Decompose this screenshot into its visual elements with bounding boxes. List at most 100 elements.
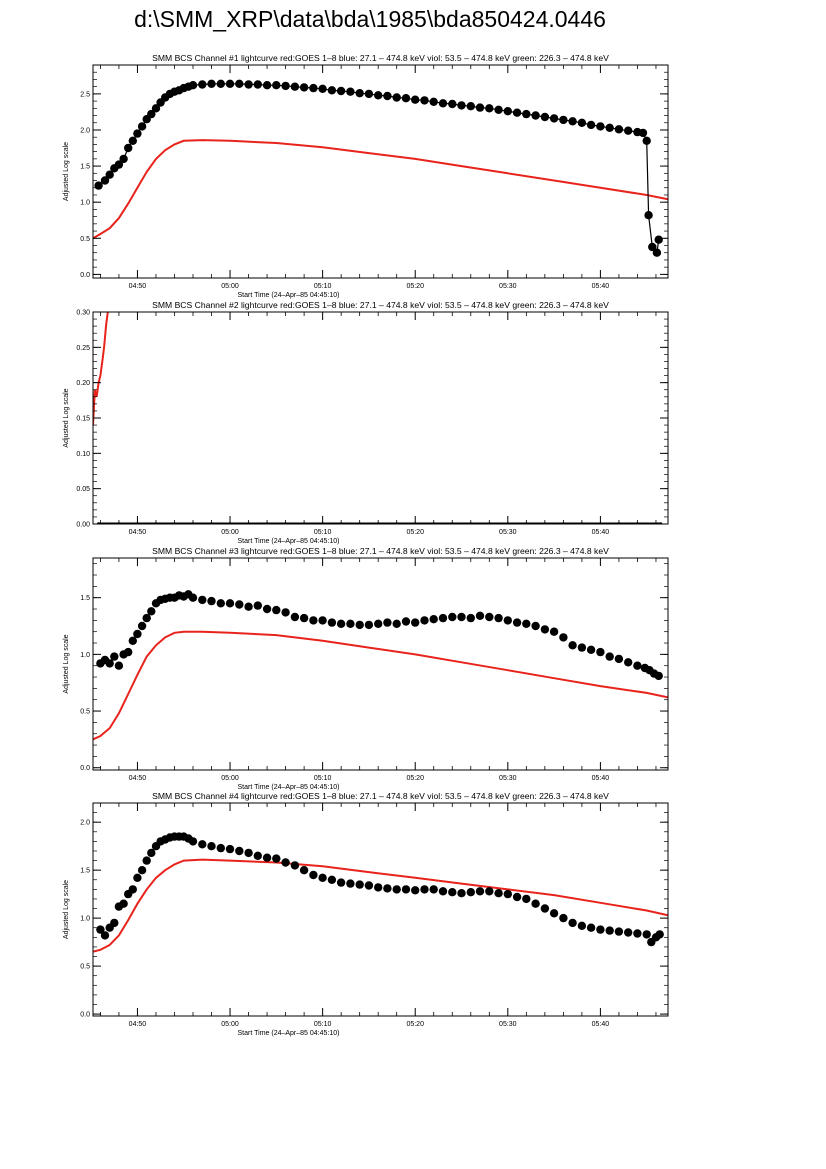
bcs-point <box>309 83 318 93</box>
bcs-point <box>577 118 587 128</box>
bcs-point <box>355 880 364 889</box>
bcs-point <box>540 625 550 634</box>
y-tick-label: 0.30 <box>76 310 90 317</box>
bcs-point <box>309 870 318 880</box>
bcs-point <box>100 176 110 185</box>
bcs-point <box>466 102 475 111</box>
bcs-point <box>133 629 142 639</box>
bcs-point <box>586 645 596 654</box>
x-tick-label: 05:00 <box>221 775 239 782</box>
bcs-point <box>327 86 337 95</box>
bcs-point <box>299 83 309 92</box>
bcs-point <box>577 921 587 930</box>
chart-title: SMM BCS Channel #1 lightcurve red:GOES 1… <box>152 53 609 63</box>
bcs-point <box>137 866 147 875</box>
bcs-point <box>137 122 147 131</box>
y-tick-label: 1.0 <box>80 200 90 207</box>
bcs-point <box>216 79 225 89</box>
y-axis-label: Adjusted Log scale <box>63 142 70 201</box>
x-tick-label: 05:10 <box>314 1021 332 1028</box>
bcs-point <box>383 618 392 627</box>
x-tick-label: 05:10 <box>314 529 332 536</box>
bcs-point <box>137 621 147 631</box>
bcs-point <box>605 926 614 935</box>
bcs-point <box>654 235 663 244</box>
bcs-point <box>652 248 662 257</box>
bcs-point <box>549 114 559 123</box>
bcs-point <box>420 885 429 894</box>
x-tick-label: 05:30 <box>499 529 517 536</box>
bcs-point <box>624 658 633 667</box>
bcs-point <box>235 79 244 89</box>
bcs-point <box>207 842 216 851</box>
bcs-point <box>438 99 448 108</box>
bcs-point <box>559 115 568 125</box>
bcs-point <box>299 866 309 875</box>
x-tick-label: 05:00 <box>221 529 239 536</box>
bcs-point <box>198 595 207 605</box>
bcs-point <box>466 888 475 897</box>
bcs-point <box>586 923 596 932</box>
goes-curve <box>93 139 668 240</box>
bcs-point <box>648 242 657 252</box>
bcs-point <box>309 616 318 625</box>
bcs-point <box>605 652 614 661</box>
bcs-point <box>244 602 253 611</box>
bcs-point <box>262 853 272 862</box>
x-tick-label: 04:50 <box>129 775 147 782</box>
bcs-point <box>110 652 119 661</box>
bcs-point <box>644 211 653 220</box>
y-tick-label: 1.0 <box>80 652 90 659</box>
x-axis-label: Start Time (24–Apr–85 04:45:10) <box>238 784 340 791</box>
bcs-point <box>438 887 448 896</box>
bcs-point <box>327 875 337 884</box>
bcs-point <box>253 851 262 860</box>
bcs-point <box>336 878 346 887</box>
chart-panel-4: SMM BCS Channel #4 lightcurve red:GOES 1… <box>63 791 669 1037</box>
bcs-point <box>392 885 401 894</box>
bcs-point <box>512 618 522 627</box>
y-tick-label: 1.0 <box>80 916 90 923</box>
bcs-point <box>114 160 124 169</box>
y-tick-label: 0.00 <box>76 522 90 529</box>
bcs-point <box>225 79 235 89</box>
plot-frame <box>92 64 669 279</box>
bcs-point <box>642 930 651 939</box>
y-tick-label: 0.5 <box>80 236 90 243</box>
bcs-point <box>559 913 568 923</box>
chart-panel-3: SMM BCS Channel #3 lightcurve red:GOES 1… <box>63 546 669 791</box>
plot-data <box>93 312 663 524</box>
bcs-point <box>457 889 466 898</box>
bcs-point <box>540 904 550 913</box>
x-tick-label: 05:10 <box>314 283 332 290</box>
x-axis-label: Start Time (24–Apr–85 04:45:10) <box>238 1030 340 1037</box>
bcs-point <box>235 846 244 856</box>
bcs-point <box>374 883 383 892</box>
x-tick-label: 05:20 <box>406 1021 424 1028</box>
y-tick-label: 0.0 <box>80 1012 90 1019</box>
y-tick-label: 0.05 <box>76 486 90 493</box>
bcs-point <box>253 601 262 610</box>
bcs-point <box>475 103 485 112</box>
bcs-point <box>485 612 494 622</box>
bcs-point <box>638 128 648 138</box>
y-tick-label: 1.5 <box>80 595 90 602</box>
x-tick-label: 05:30 <box>499 283 517 290</box>
bcs-point <box>466 613 475 623</box>
x-tick-label: 05:20 <box>406 283 424 290</box>
y-tick-label: 0.5 <box>80 709 90 716</box>
bcs-point <box>244 848 253 858</box>
bcs-point <box>614 654 624 664</box>
bcs-point <box>374 619 383 628</box>
bcs-point <box>596 647 605 657</box>
bcs-point <box>262 81 272 90</box>
chart-title: SMM BCS Channel #4 lightcurve red:GOES 1… <box>152 791 609 801</box>
y-axis-label: Adjusted Log scale <box>63 880 70 939</box>
bcs-point <box>475 611 485 620</box>
bcs-point <box>188 81 198 90</box>
y-tick-label: 1.5 <box>80 164 90 171</box>
bcs-point <box>207 79 216 89</box>
bcs-point <box>401 885 411 894</box>
bcs-point <box>549 627 559 636</box>
bcs-point <box>133 873 142 882</box>
